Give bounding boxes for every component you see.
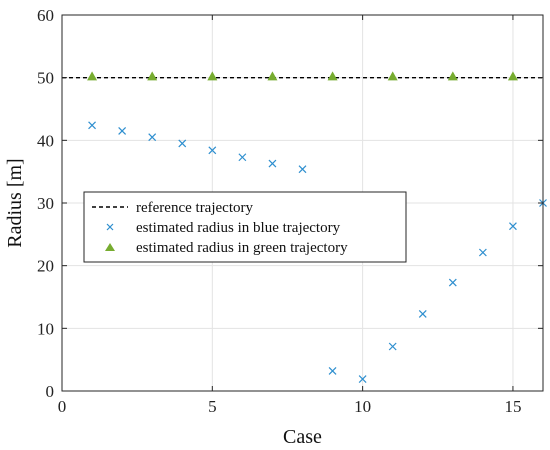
legend-label-blue: estimated radius in blue trajectory xyxy=(136,220,341,236)
x-tick-label: 5 xyxy=(208,397,217,416)
point-green-2 xyxy=(147,71,158,81)
point-blue-8 xyxy=(298,165,307,174)
point-blue-12 xyxy=(418,309,427,318)
point-green-1 xyxy=(87,71,98,81)
y-tick-label: 40 xyxy=(37,131,54,150)
point-green-4 xyxy=(267,71,278,81)
legend-box xyxy=(83,191,407,263)
legend-label-green: estimated radius in green trajectory xyxy=(136,240,348,256)
x-axis-label: Case xyxy=(283,426,322,448)
point-green-8 xyxy=(507,71,518,81)
x-tick-label: 15 xyxy=(504,397,521,416)
legend: reference trajectory estimated radius in… xyxy=(83,191,407,263)
point-green-3 xyxy=(207,71,218,81)
point-green-7 xyxy=(447,71,458,81)
x-tick-label: 0 xyxy=(58,397,67,416)
point-green-5 xyxy=(327,71,338,81)
x-tick-label: 10 xyxy=(354,397,371,416)
point-blue-15 xyxy=(509,222,517,231)
point-blue-6 xyxy=(238,153,247,162)
point-blue-14 xyxy=(478,248,487,257)
x-ticks: 0 5 10 15 xyxy=(58,15,521,416)
y-tick-label: 0 xyxy=(46,382,55,401)
point-blue-2 xyxy=(118,127,127,135)
point-blue-11 xyxy=(388,342,397,351)
point-blue-9 xyxy=(328,367,337,375)
y-tick-label: 10 xyxy=(37,319,54,338)
point-blue-4 xyxy=(178,139,187,148)
point-blue-3 xyxy=(148,133,157,142)
y-tick-label: 20 xyxy=(37,257,54,276)
point-green-6 xyxy=(387,71,398,81)
y-tick-label: 50 xyxy=(37,69,54,88)
y-tick-label: 60 xyxy=(37,6,54,25)
point-blue-5 xyxy=(208,146,217,155)
y-tick-label: 30 xyxy=(37,194,54,213)
y-ticks: 0 10 20 30 40 50 60 xyxy=(37,6,543,401)
legend-swatch-blue xyxy=(106,223,114,231)
legend-swatch-green xyxy=(105,243,115,251)
y-axis-label: Radius [m] xyxy=(4,158,26,247)
data-marks xyxy=(87,71,547,384)
point-blue-13 xyxy=(448,278,457,287)
point-blue-1 xyxy=(88,121,96,130)
point-blue-7 xyxy=(268,159,277,168)
point-blue-10 xyxy=(358,375,367,384)
legend-label-reference: reference trajectory xyxy=(136,200,253,216)
